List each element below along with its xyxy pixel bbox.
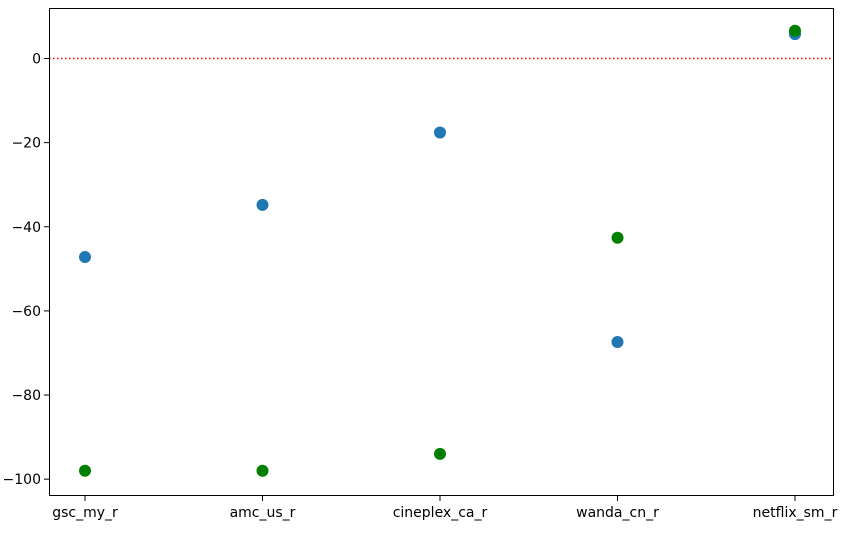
- data-point-series-2-amc_us_r: [256, 464, 269, 477]
- plot-marks: [49, 24, 834, 477]
- data-point-series-2-wanda_cn_r: [611, 231, 624, 244]
- axes: 0 −20 −40 −60 −80 −100 gsc_my_r amc_us_r cineple…: [3, 8, 838, 521]
- data-point-series-1-wanda_cn_r: [611, 336, 624, 349]
- data-point-series-2-gsc_my_r: [79, 464, 91, 477]
- y-tick-label: −60: [11, 304, 41, 320]
- x-tick-label: wanda_cn_r: [576, 505, 659, 521]
- x-tick-label: gsc_my_r: [52, 505, 118, 521]
- data-point-series-2-netflix_sm_r: [789, 24, 801, 37]
- data-point-series-2-cineplex_ca_r: [434, 447, 446, 460]
- x-tick-label: netflix_sm_r: [753, 505, 838, 521]
- data-point-series-1-amc_us_r: [256, 198, 269, 211]
- plot-frame: [49, 8, 834, 496]
- y-tick-label: −20: [11, 136, 41, 152]
- y-tick-label: −40: [11, 220, 41, 236]
- x-tick-label: amc_us_r: [230, 505, 296, 521]
- y-tick-label: −100: [3, 472, 41, 488]
- data-point-series-1-gsc_my_r: [79, 251, 91, 264]
- y-tick-label: −80: [11, 388, 41, 404]
- data-point-series-1-cineplex_ca_r: [434, 126, 446, 139]
- x-tick-label: cineplex_ca_r: [393, 505, 488, 521]
- y-tick-label: 0: [32, 51, 41, 67]
